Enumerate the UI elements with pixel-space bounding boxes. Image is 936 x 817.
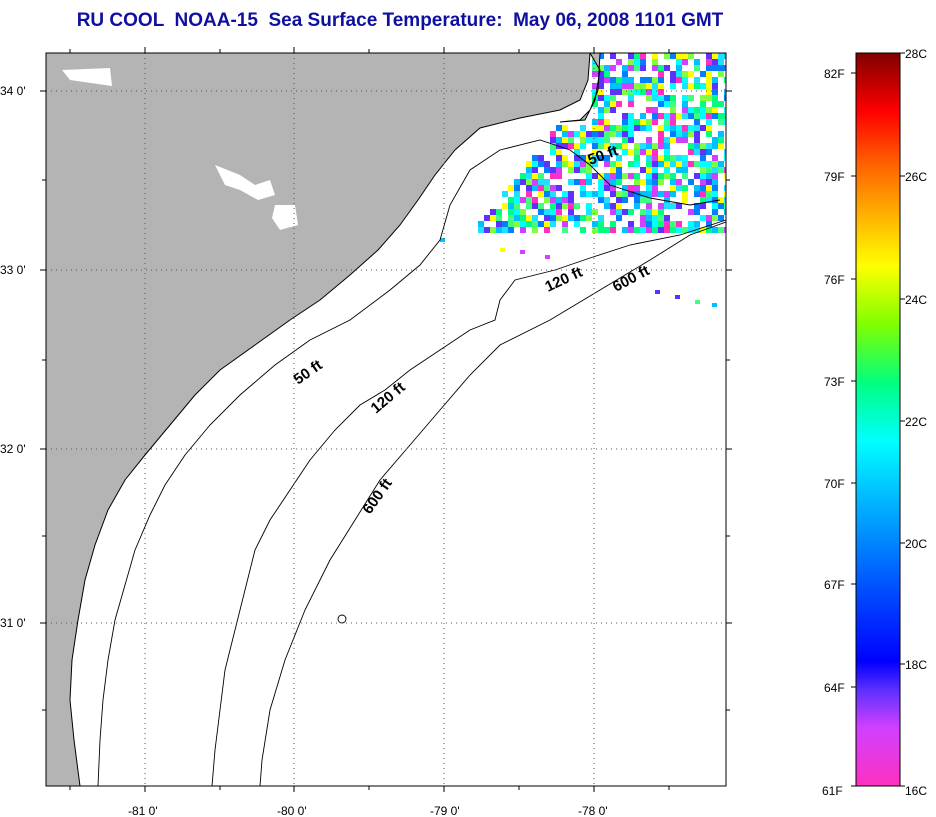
land-area	[46, 53, 591, 786]
colorbar-c-label: 26C	[905, 170, 927, 184]
colorbar-c-label: 24C	[905, 293, 927, 307]
grid-lines	[46, 53, 726, 786]
map-frame	[45, 52, 727, 787]
colorbar-f-label: 79F	[824, 170, 845, 184]
lat-label: 32 0'	[0, 442, 26, 456]
axis-ticks	[40, 47, 732, 792]
map-title: RU COOL NOAA-15 Sea Surface Temperature:…	[76, 10, 724, 31]
colorbar-f-label: 70F	[824, 477, 845, 491]
lon-label: -80 0'	[277, 804, 307, 817]
sst-data-patch	[420, 53, 726, 307]
temperature-colorbar	[855, 52, 901, 787]
lon-label: -81 0'	[128, 804, 158, 817]
colorbar-f-label: 67F	[824, 578, 845, 592]
contour-120ft	[211, 219, 726, 786]
cloud-patch	[272, 205, 298, 230]
colorbar-f-label: 64F	[824, 681, 845, 695]
lat-label: 34 0'	[0, 84, 26, 98]
contour-600ft	[259, 221, 726, 786]
cloud-patch	[215, 165, 275, 200]
colorbar-f-label: 61F	[822, 784, 843, 798]
lon-label: -79 0'	[430, 804, 460, 817]
contour-50ft	[97, 139, 721, 786]
lon-label: -78 0'	[578, 804, 608, 817]
colorbar-f-label: 76F	[824, 273, 845, 287]
colorbar-c-label: 16C	[905, 784, 927, 798]
colorbar-ticks	[851, 52, 905, 787]
colorbar-c-label: 20C	[905, 537, 927, 551]
lat-label: 33 0'	[0, 263, 26, 277]
colorbar-f-label: 73F	[824, 375, 845, 389]
colorbar-c-label: 18C	[905, 658, 927, 672]
land-area-ne	[559, 53, 601, 123]
colorbar-c-label: 22C	[905, 415, 927, 429]
cloud-patch	[62, 68, 112, 86]
colorbar-c-label: 28C	[905, 47, 927, 61]
colorbar-f-label: 82F	[824, 67, 845, 81]
lat-label: 31 0'	[0, 616, 26, 630]
